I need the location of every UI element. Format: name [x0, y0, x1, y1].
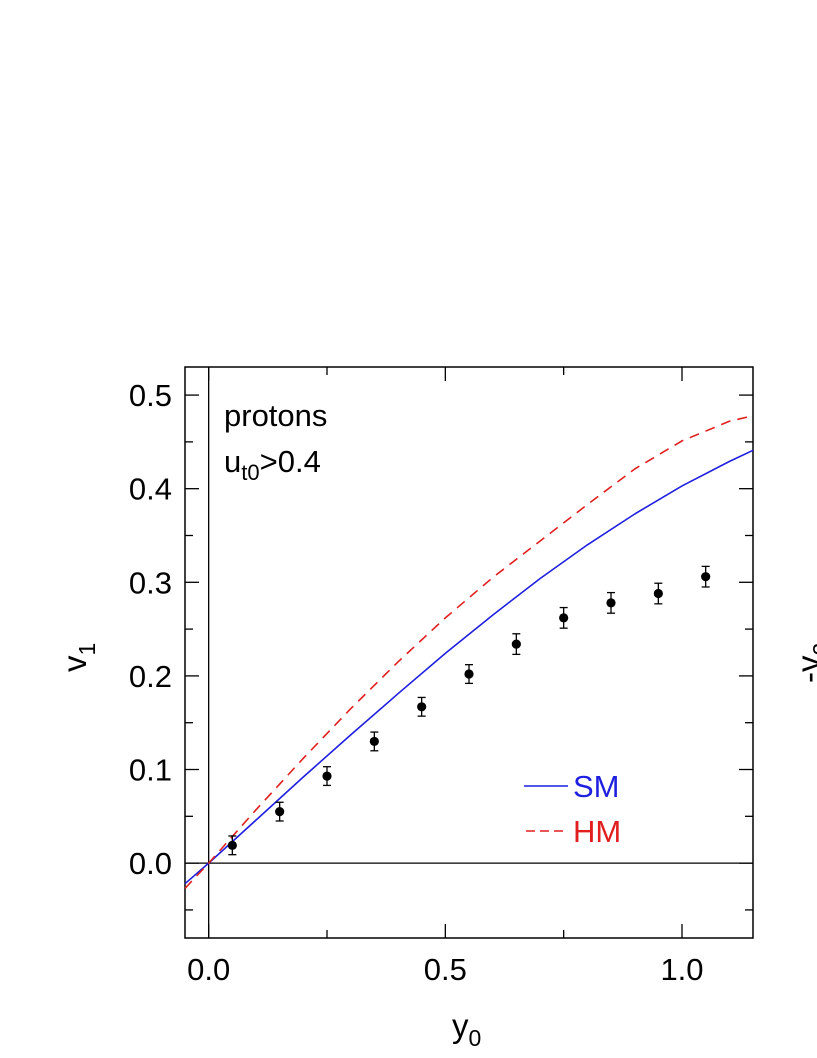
- y-tick-label: 0.1: [129, 753, 172, 788]
- series-line-hm: [184, 414, 754, 889]
- annotation-protons: protons: [224, 398, 327, 433]
- annotation-cut-main: u: [224, 444, 241, 479]
- data-point: [227, 835, 237, 856]
- data-point: [559, 606, 569, 629]
- data-point: [464, 664, 474, 685]
- data-points: [227, 565, 711, 856]
- legend-label-sm: SM: [573, 769, 620, 804]
- data-point: [369, 731, 379, 752]
- data-marker: [322, 771, 332, 781]
- data-point: [701, 565, 711, 588]
- axis-ticks: [185, 367, 753, 938]
- y-tick-label: 0.5: [129, 378, 172, 413]
- plot-frame: [184, 366, 754, 939]
- axis-tick-labels: 0.0 0.5 1.0 0.0 0.1 0.2 0.3 0.4 0.5: [129, 378, 704, 987]
- right-panel-label-main: -v: [790, 655, 817, 683]
- legend: SM HM: [524, 769, 621, 849]
- x-tick-label: 1.0: [660, 952, 703, 987]
- data-marker: [369, 736, 379, 747]
- x-axis-label-sub: 0: [469, 1025, 482, 1051]
- legend-label-hm: HM: [573, 814, 621, 849]
- y-axis-label-sub: 1: [74, 643, 100, 656]
- annotation-cut: ut0>0.4: [224, 444, 321, 485]
- series-layer: [184, 414, 754, 889]
- y-tick-label: 0.2: [129, 659, 172, 694]
- x-tick-label: 0.5: [424, 952, 467, 987]
- data-point: [417, 696, 427, 717]
- data-point: [322, 766, 332, 787]
- annotation-cut-sub: t0: [241, 460, 259, 485]
- y-tick-label: 0.3: [129, 565, 172, 600]
- data-point: [606, 591, 616, 614]
- data-marker: [606, 598, 616, 608]
- y-tick-label: 0.0: [129, 846, 172, 881]
- x-tick-label: 0.0: [187, 952, 230, 987]
- plot-area: 0.0 0.5 1.0 0.0 0.1 0.2 0.3 0.4 0.5: [129, 366, 754, 987]
- data-marker: [227, 840, 237, 850]
- right-panel-label-sub: 2: [808, 643, 817, 656]
- annotation-cut-rest: >0.4: [260, 444, 321, 479]
- data-marker: [559, 613, 569, 623]
- right-panel-label: -v2: [790, 643, 817, 683]
- data-point: [511, 633, 521, 656]
- data-marker: [701, 572, 711, 582]
- y-tick-label: 0.4: [129, 472, 172, 507]
- data-point: [275, 801, 285, 822]
- series-line-sm: [184, 449, 754, 885]
- x-axis-label-main: y: [452, 1007, 469, 1044]
- data-marker: [417, 702, 427, 712]
- y-axis-label-main: v: [56, 655, 93, 672]
- data-marker: [464, 669, 474, 679]
- y-axis-label: v1: [56, 643, 100, 672]
- data-marker: [275, 807, 285, 817]
- data-point: [653, 582, 663, 605]
- data-marker: [511, 639, 521, 649]
- x-axis-label: y0: [452, 1007, 481, 1051]
- data-marker: [653, 588, 663, 599]
